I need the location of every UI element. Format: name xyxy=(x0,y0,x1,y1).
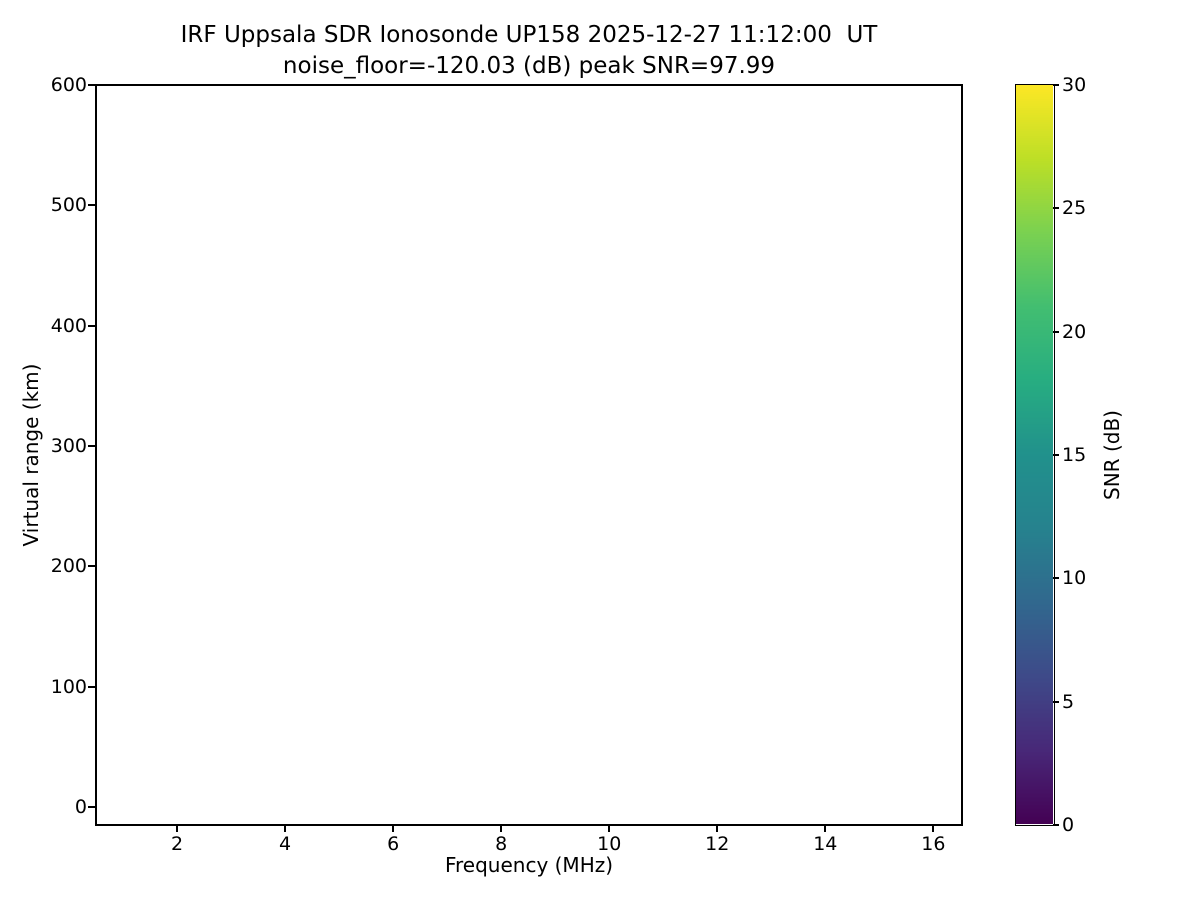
x-axis-label: Frequency (MHz) xyxy=(444,853,614,877)
plot-frame xyxy=(95,84,963,826)
colorbar-tick-mark xyxy=(1053,454,1059,456)
chart-title: IRF Uppsala SDR Ionosonde UP158 2025-12-… xyxy=(180,22,878,48)
x-tick-label: 6 xyxy=(387,833,400,855)
colorbar-tick-mark xyxy=(1053,207,1059,210)
x-tick-label: 10 xyxy=(597,833,622,855)
x-tick-mark xyxy=(392,825,395,832)
colorbar-tick-mark xyxy=(1053,700,1059,703)
y-tick-label: 100 xyxy=(50,675,87,698)
y-tick-label: 600 xyxy=(50,74,87,96)
y-tick-label: 0 xyxy=(74,795,87,818)
x-tick-label: 4 xyxy=(279,833,292,855)
x-tick-label: 16 xyxy=(921,833,946,855)
x-tick-label: 2 xyxy=(170,833,184,855)
x-tick-mark xyxy=(824,825,827,832)
y-tick-label: 500 xyxy=(50,194,87,217)
y-tick-mark xyxy=(88,806,95,808)
colorbar-tick-mark xyxy=(1053,330,1059,333)
colorbar-tick-label: 15 xyxy=(1062,444,1087,466)
chart-subtitle: noise_floor=-120.03 (dB) peak SNR=97.99 xyxy=(282,53,776,79)
colorbar-gradient xyxy=(1016,85,1053,824)
colorbar-tick-label: 25 xyxy=(1062,197,1087,220)
colorbar-tick-label: 10 xyxy=(1062,567,1087,590)
y-tick-mark xyxy=(88,204,95,207)
x-tick-mark xyxy=(176,825,178,832)
x-tick-mark xyxy=(716,825,719,832)
y-tick-mark xyxy=(88,324,95,327)
x-tick-mark xyxy=(608,825,611,832)
x-tick-mark xyxy=(500,825,503,832)
colorbar xyxy=(1015,84,1055,826)
colorbar-tick-mark xyxy=(1053,84,1059,86)
x-tick-label: 12 xyxy=(705,833,730,855)
colorbar-tick-mark xyxy=(1053,577,1059,580)
colorbar-tick-label: 20 xyxy=(1062,320,1087,343)
colorbar-tick-mark xyxy=(1053,824,1059,826)
x-tick-mark xyxy=(932,825,935,832)
x-tick-label: 14 xyxy=(813,833,838,855)
colorbar-tick-label: 5 xyxy=(1062,690,1075,713)
colorbar-tick-label: 30 xyxy=(1062,74,1087,96)
y-tick-mark xyxy=(88,685,95,688)
y-tick-label: 400 xyxy=(50,314,87,337)
y-tick-mark xyxy=(88,445,95,447)
colorbar-tick-label: 0 xyxy=(1062,814,1075,836)
y-tick-label: 300 xyxy=(50,434,87,457)
x-tick-label: 8 xyxy=(495,833,508,855)
y-tick-mark xyxy=(88,84,95,86)
y-tick-mark xyxy=(88,565,95,568)
y-tick-label: 200 xyxy=(50,555,87,578)
x-tick-mark xyxy=(284,825,286,832)
